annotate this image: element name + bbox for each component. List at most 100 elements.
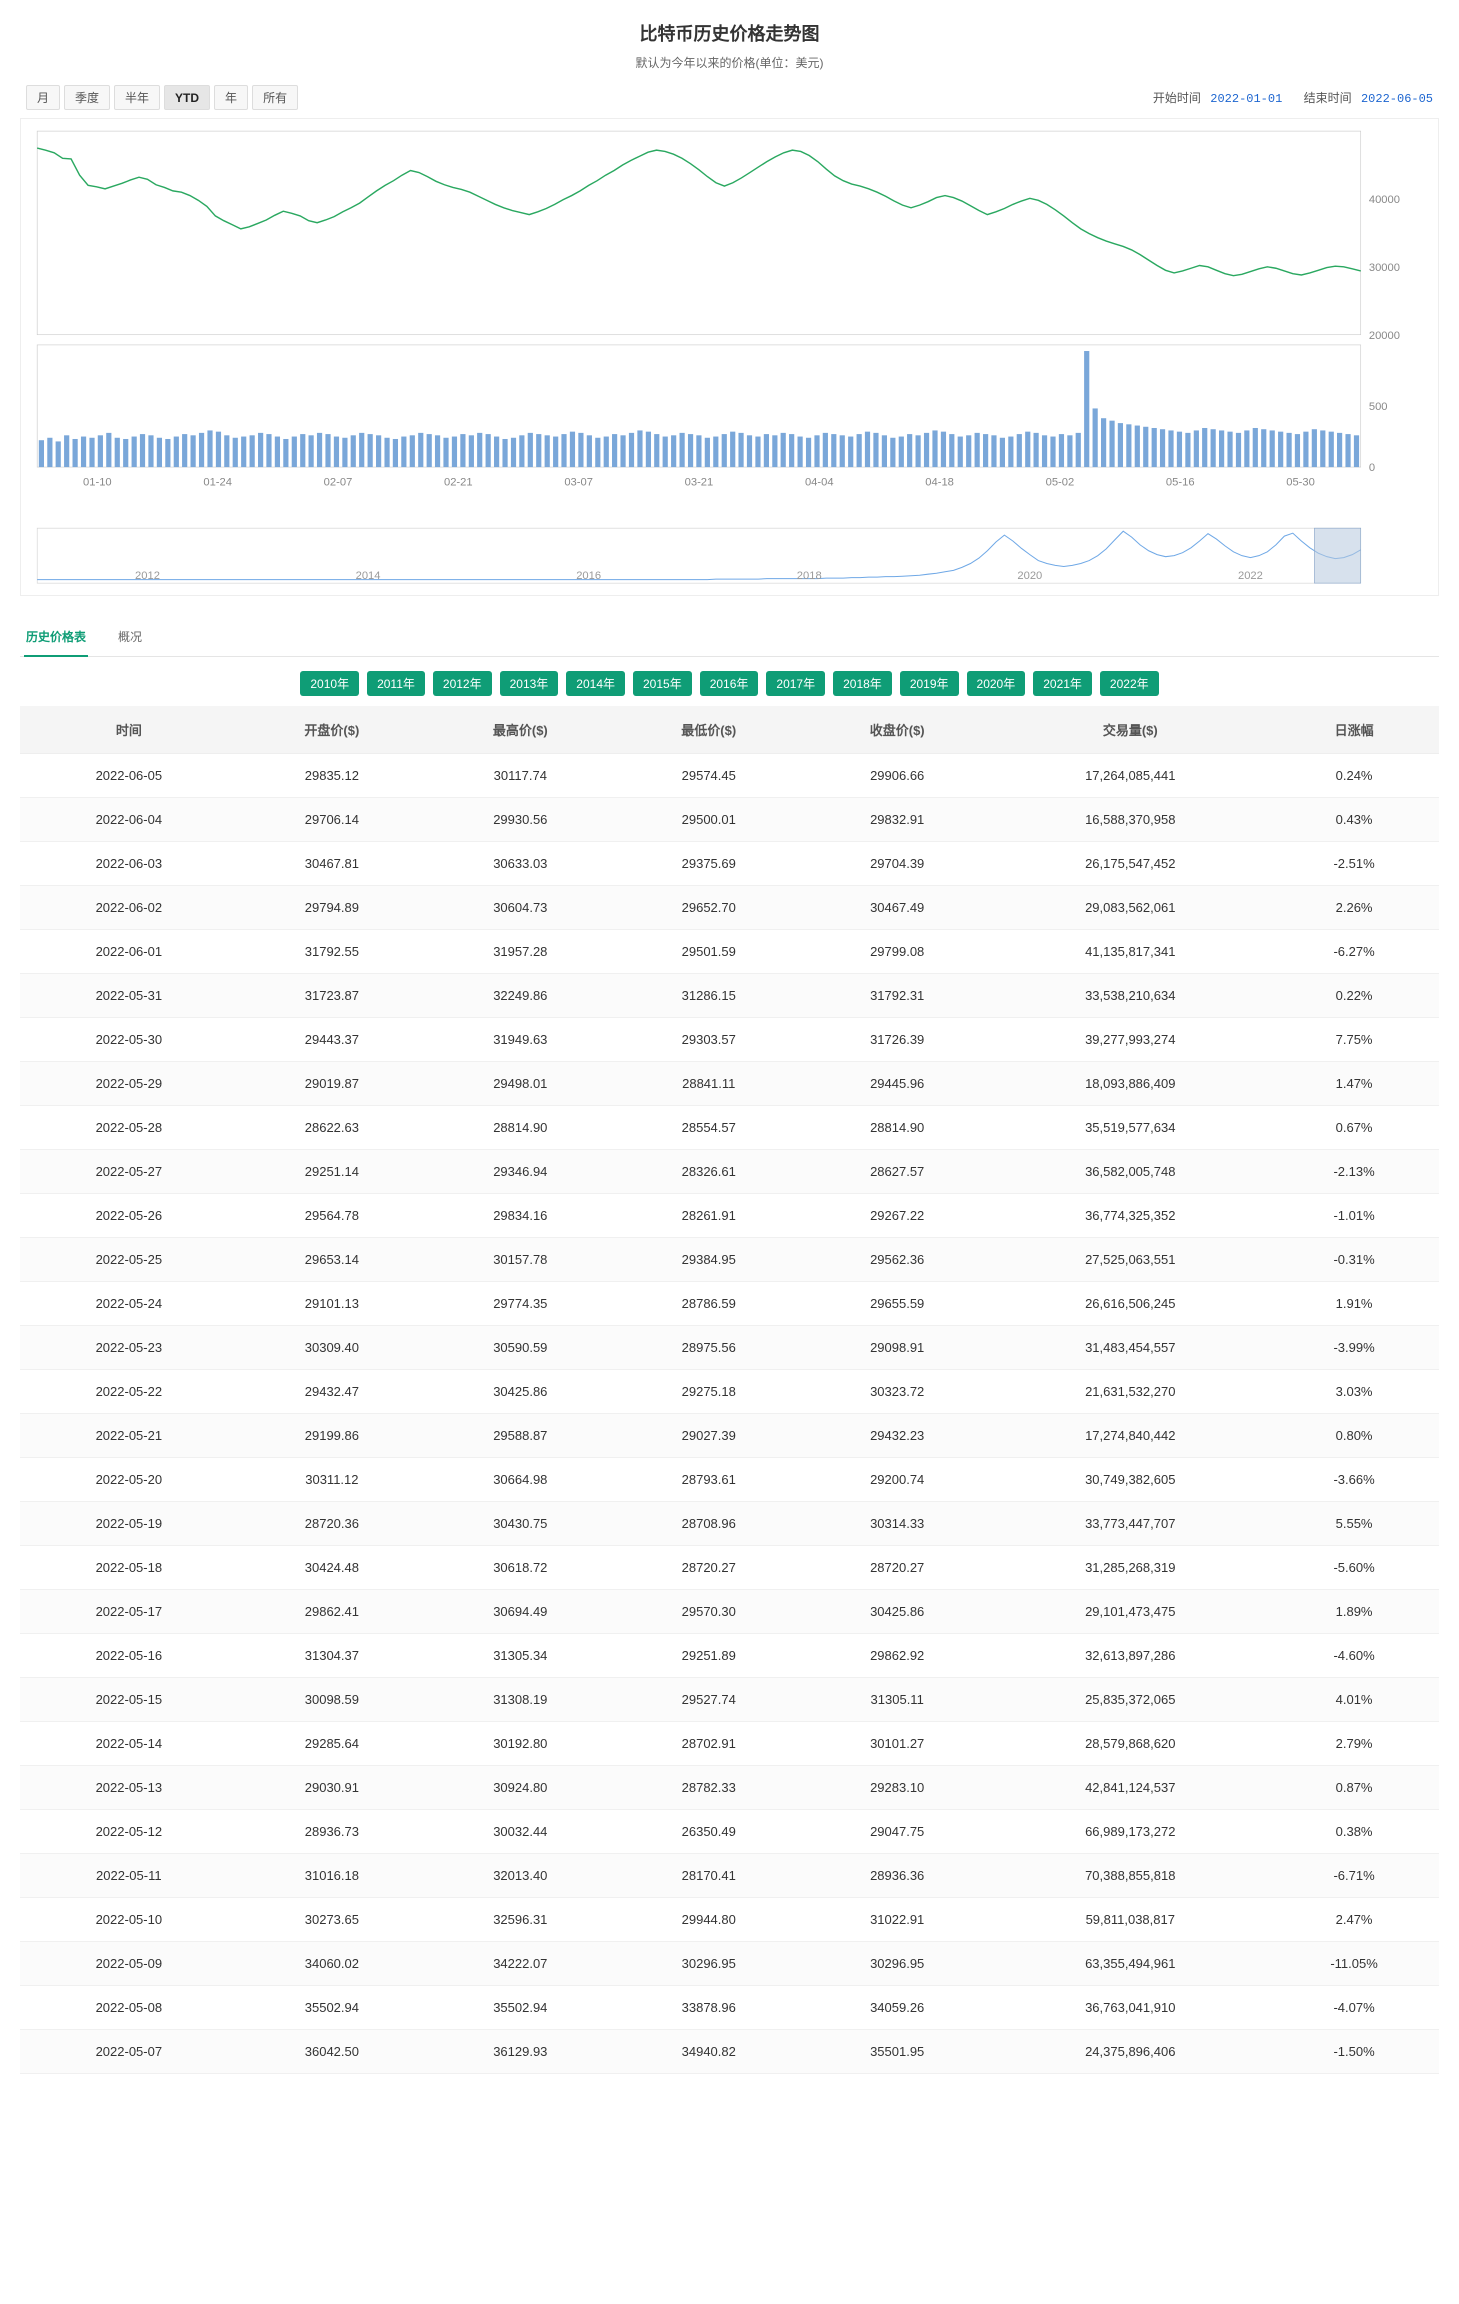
cell: 28720.27 [803,1546,991,1590]
cell: 29832.91 [803,798,991,842]
cell: 28702.91 [615,1722,803,1766]
svg-text:500: 500 [1369,401,1388,413]
year-pill-2021年[interactable]: 2021年 [1033,671,1092,696]
cell: 30296.95 [615,1942,803,1986]
cell: 0.22% [1269,974,1439,1018]
cell: 0.87% [1269,1766,1439,1810]
cell: 36042.50 [238,2030,426,2074]
cell: 28782.33 [615,1766,803,1810]
col-header-4: 收盘价($) [803,706,991,754]
cell: 2022-05-16 [20,1634,238,1678]
cell: 31305.11 [803,1678,991,1722]
cell: 0.67% [1269,1106,1439,1150]
cell: 30323.72 [803,1370,991,1414]
cell: 28554.57 [615,1106,803,1150]
year-pill-2016年[interactable]: 2016年 [700,671,759,696]
cell: 30098.59 [238,1678,426,1722]
table-row: 2022-05-2229432.4730425.8629275.1830323.… [20,1370,1439,1414]
cell: 36,582,005,748 [991,1150,1269,1194]
year-pill-2013年[interactable]: 2013年 [500,671,559,696]
cell: 2022-05-10 [20,1898,238,1942]
svg-text:2016: 2016 [576,570,601,582]
cell: 28261.91 [615,1194,803,1238]
cell: 30467.49 [803,886,991,930]
table-row: 2022-05-1830424.4830618.7228720.2728720.… [20,1546,1439,1590]
start-date-value[interactable]: 2022-01-01 [1210,92,1282,106]
year-pill-2022年[interactable]: 2022年 [1100,671,1159,696]
cell: 29835.12 [238,754,426,798]
cell: 35502.94 [426,1986,614,2030]
cell: 2022-05-20 [20,1458,238,1502]
cell: 32249.86 [426,974,614,1018]
price-history-table: 时间开盘价($)最高价($)最低价($)收盘价($)交易量($)日涨幅 2022… [20,706,1439,2074]
table-row: 2022-05-1530098.5931308.1929527.7431305.… [20,1678,1439,1722]
cell: 28622.63 [238,1106,426,1150]
price-volume-navigator-chart[interactable]: 200003000040000050001-1001-2402-0702-210… [27,125,1432,593]
tab-1[interactable]: 概况 [116,618,144,657]
range-btn-4[interactable]: 年 [214,85,248,110]
table-row: 2022-05-2429101.1329774.3528786.5929655.… [20,1282,1439,1326]
cell: 70,388,855,818 [991,1854,1269,1898]
cell: 2022-05-22 [20,1370,238,1414]
year-pill-2010年[interactable]: 2010年 [300,671,359,696]
cell: 29199.86 [238,1414,426,1458]
cell: 29030.91 [238,1766,426,1810]
cell: 29704.39 [803,842,991,886]
year-pill-2015年[interactable]: 2015年 [633,671,692,696]
cell: -6.71% [1269,1854,1439,1898]
tab-0[interactable]: 历史价格表 [24,618,88,657]
range-btn-0[interactable]: 月 [26,85,60,110]
year-pill-2011年[interactable]: 2011年 [367,671,425,696]
year-pill-2012年[interactable]: 2012年 [433,671,492,696]
cell: 2022-05-28 [20,1106,238,1150]
cell: 29944.80 [615,1898,803,1942]
cell: 35501.95 [803,2030,991,2074]
year-pill-2020年[interactable]: 2020年 [967,671,1026,696]
cell: -6.27% [1269,930,1439,974]
svg-text:03-21: 03-21 [685,476,714,488]
cell: 59,811,038,817 [991,1898,1269,1942]
cell: 30032.44 [426,1810,614,1854]
cell: -3.99% [1269,1326,1439,1370]
cell: 27,525,063,551 [991,1238,1269,1282]
cell: 30425.86 [426,1370,614,1414]
cell: 21,631,532,270 [991,1370,1269,1414]
cell: 30157.78 [426,1238,614,1282]
year-pill-2017年[interactable]: 2017年 [766,671,825,696]
svg-text:2012: 2012 [135,570,160,582]
cell: 35,519,577,634 [991,1106,1269,1150]
cell: 30,749,382,605 [991,1458,1269,1502]
year-pill-2019年[interactable]: 2019年 [900,671,959,696]
table-row: 2022-05-0934060.0234222.0730296.9530296.… [20,1942,1439,1986]
end-date-value[interactable]: 2022-06-05 [1361,92,1433,106]
cell: 34940.82 [615,2030,803,2074]
cell: 30618.72 [426,1546,614,1590]
cell: 26350.49 [615,1810,803,1854]
cell: 31792.31 [803,974,991,1018]
year-pill-2014年[interactable]: 2014年 [566,671,625,696]
range-btn-2[interactable]: 半年 [114,85,160,110]
cell: 29652.70 [615,886,803,930]
cell: 29653.14 [238,1238,426,1282]
range-btn-1[interactable]: 季度 [64,85,110,110]
cell: 30467.81 [238,842,426,886]
cell: -1.01% [1269,1194,1439,1238]
col-header-3: 最低价($) [615,706,803,754]
cell: 29588.87 [426,1414,614,1458]
cell: 29283.10 [803,1766,991,1810]
svg-text:05-30: 05-30 [1286,476,1315,488]
year-pill-2018年[interactable]: 2018年 [833,671,892,696]
cell: 28793.61 [615,1458,803,1502]
table-row: 2022-05-2929019.8729498.0128841.1129445.… [20,1062,1439,1106]
cell: 1.47% [1269,1062,1439,1106]
cell: 28936.73 [238,1810,426,1854]
svg-text:01-24: 01-24 [203,476,232,488]
range-btn-5[interactable]: 所有 [252,85,298,110]
cell: 29799.08 [803,930,991,974]
cell: 29501.59 [615,930,803,974]
cell: 29862.92 [803,1634,991,1678]
cell: 63,355,494,961 [991,1942,1269,1986]
table-body: 2022-06-0529835.1230117.7429574.4529906.… [20,754,1439,2074]
cell: 29275.18 [615,1370,803,1414]
range-btn-3[interactable]: YTD [164,85,210,110]
